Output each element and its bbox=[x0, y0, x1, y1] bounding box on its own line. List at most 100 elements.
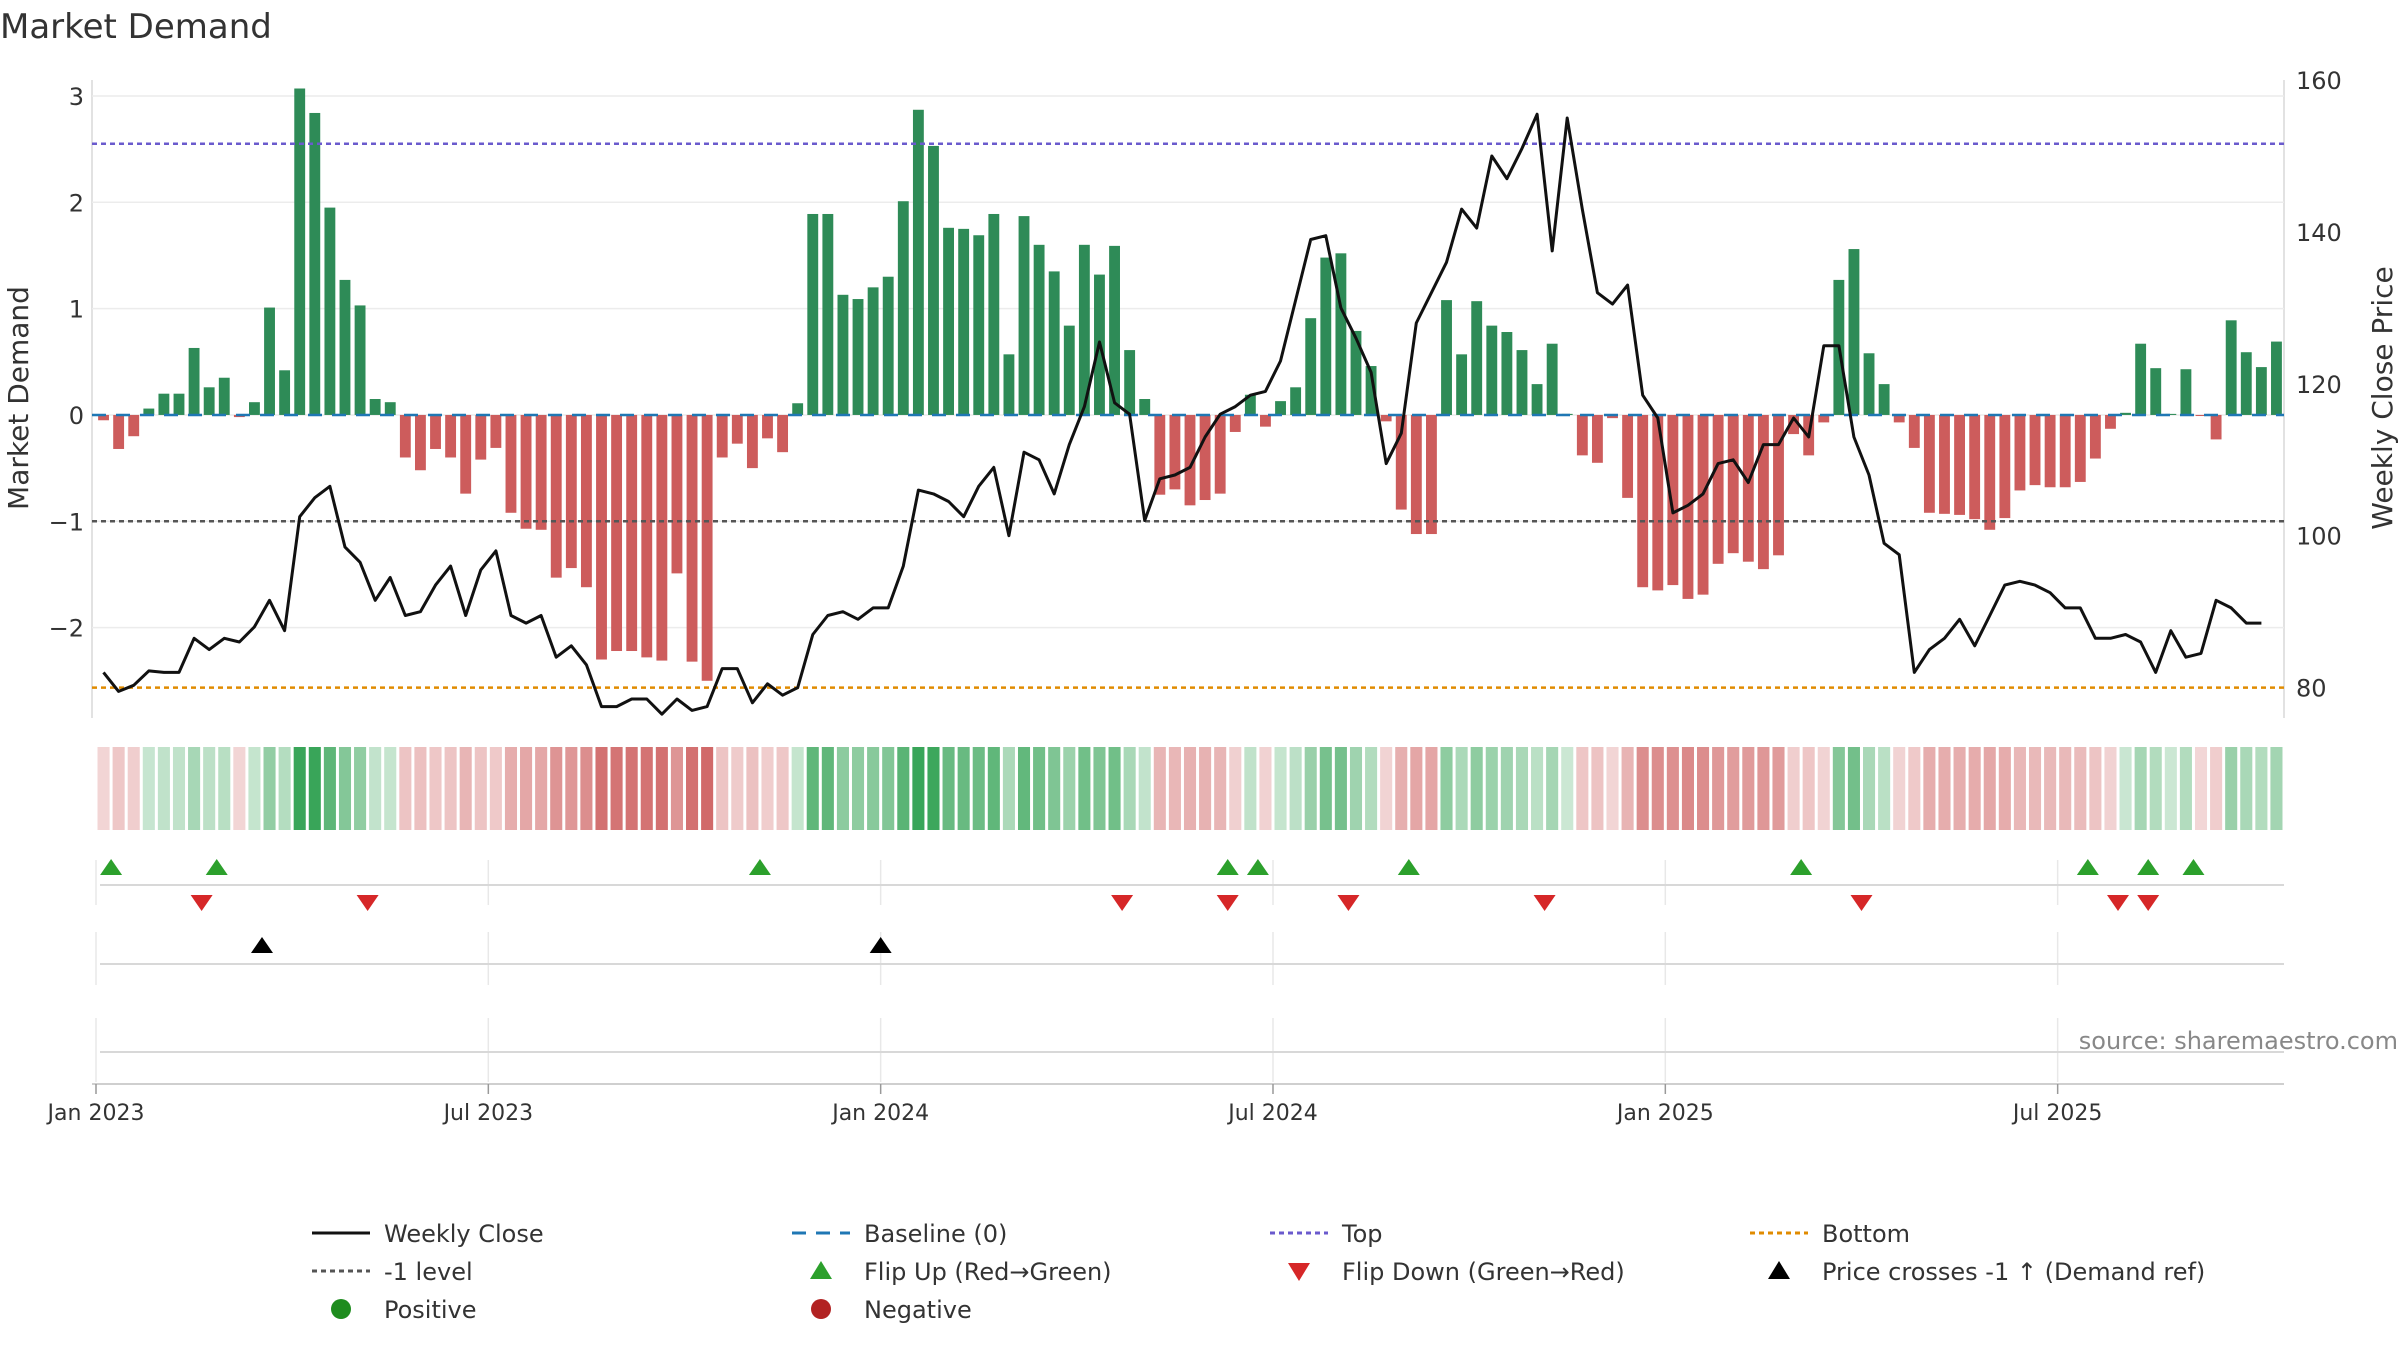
demand-bar bbox=[1214, 414, 1226, 494]
demand-bar bbox=[264, 307, 275, 415]
heat-cell bbox=[897, 747, 910, 830]
heat-cell bbox=[1636, 747, 1649, 830]
heat-cell bbox=[112, 747, 125, 830]
demand-bar bbox=[113, 414, 125, 449]
demand-bar bbox=[2029, 414, 2041, 486]
heat-cell bbox=[1380, 747, 1393, 830]
heat-cell bbox=[1531, 747, 1544, 830]
demand-bar bbox=[1607, 414, 1618, 419]
heat-cell bbox=[1802, 747, 1815, 830]
heat-cell bbox=[746, 747, 759, 830]
demand-bar bbox=[1003, 354, 1015, 415]
demand-bar bbox=[128, 414, 140, 437]
demand-bar bbox=[611, 414, 623, 652]
heat-cell bbox=[248, 747, 261, 830]
heat-cell bbox=[1576, 747, 1589, 830]
demand-bar bbox=[1742, 414, 1754, 562]
demand-bar bbox=[1818, 414, 1830, 423]
y2-tick-label: 140 bbox=[2296, 219, 2342, 247]
demand-bar bbox=[1788, 414, 1800, 435]
heat-cell bbox=[580, 747, 593, 830]
demand-bar bbox=[1033, 244, 1045, 415]
demand-bar bbox=[912, 109, 924, 415]
heat-cell bbox=[2028, 747, 2042, 830]
heat-cell bbox=[203, 747, 216, 830]
demand-bar bbox=[414, 414, 426, 471]
demand-bar bbox=[2255, 367, 2267, 415]
demand-bar bbox=[294, 88, 306, 415]
heat-cell bbox=[489, 747, 502, 830]
demand-bar bbox=[1501, 332, 1513, 415]
heat-cell bbox=[2089, 747, 2102, 830]
demand-bar bbox=[1863, 353, 1875, 415]
price-cross-marker bbox=[869, 937, 892, 953]
heat-cell bbox=[1862, 747, 1876, 830]
demand-bar bbox=[173, 393, 185, 415]
y-tick-label: 3 bbox=[69, 83, 84, 111]
heat-cell bbox=[942, 747, 955, 830]
heat-cell bbox=[1727, 747, 1740, 830]
heat-cell bbox=[474, 747, 487, 830]
heat-cell bbox=[1847, 747, 1860, 830]
heat-cell bbox=[2149, 747, 2162, 830]
legend-positive-swatch bbox=[331, 1299, 351, 1319]
demand-bar bbox=[641, 414, 653, 658]
heat-cell bbox=[1048, 747, 1061, 830]
demand-bar bbox=[852, 299, 864, 415]
demand-bar bbox=[1244, 394, 1256, 415]
demand-bar bbox=[1229, 414, 1241, 432]
demand-bar bbox=[701, 414, 713, 681]
flip-down-marker bbox=[1533, 895, 1556, 911]
demand-bar bbox=[1124, 350, 1136, 415]
heat-cell bbox=[1561, 747, 1574, 830]
y-axis-label: Market Demand bbox=[2, 286, 35, 510]
heat-cell bbox=[1470, 747, 1483, 830]
demand-bar bbox=[2150, 368, 2162, 415]
heat-cell bbox=[686, 747, 699, 830]
y-tick-label: 0 bbox=[69, 402, 84, 430]
heat-cell bbox=[1697, 747, 1710, 830]
heat-cell bbox=[520, 747, 533, 830]
heat-cell bbox=[172, 747, 186, 830]
heat-cell bbox=[1772, 747, 1785, 830]
demand-bar bbox=[928, 145, 939, 415]
heat-cell bbox=[595, 747, 608, 830]
heat-cell bbox=[233, 747, 246, 830]
demand-bar bbox=[1275, 401, 1286, 415]
x-tick-label: Jul 2023 bbox=[442, 1101, 534, 1126]
heat-cell bbox=[806, 747, 819, 830]
heat-cell bbox=[2104, 747, 2117, 830]
demand-bar bbox=[2120, 412, 2131, 415]
heat-cell bbox=[1093, 747, 1106, 830]
legend-negative-swatch bbox=[811, 1299, 831, 1319]
x-tick-label: Jan 2024 bbox=[830, 1101, 929, 1126]
heat-cell bbox=[1395, 747, 1408, 830]
heat-cell bbox=[1998, 747, 2011, 830]
demand-bar bbox=[158, 393, 170, 415]
demand-bar bbox=[1727, 414, 1739, 554]
x-tick-label: Jul 2024 bbox=[1226, 1101, 1318, 1126]
heat-cell bbox=[1908, 747, 1921, 830]
legend-price_cross-swatch bbox=[1768, 1261, 1790, 1279]
demand-bar bbox=[1471, 301, 1483, 415]
heat-cell bbox=[2134, 747, 2147, 830]
demand-bar bbox=[2074, 414, 2086, 482]
x-axis: Jan 2023 Jul 2023 Jan 2024 Jul 2024 Jan 2025… bbox=[46, 1083, 2284, 1126]
heat-cell bbox=[2074, 747, 2087, 830]
demand-bar bbox=[1637, 414, 1649, 588]
heat-cell bbox=[1183, 747, 1197, 830]
heat-cell bbox=[354, 747, 367, 830]
demand-bar bbox=[188, 347, 200, 415]
legend-label: Flip Up (Red→Green) bbox=[864, 1258, 1112, 1286]
demand-bar bbox=[309, 112, 321, 415]
demand-bar bbox=[716, 414, 728, 458]
flip-down-marker bbox=[2107, 895, 2130, 911]
demand-bar bbox=[520, 414, 532, 529]
demand-bar bbox=[249, 402, 260, 415]
demand-bar bbox=[1923, 414, 1935, 513]
heat-cell bbox=[1515, 747, 1529, 830]
heat-cell bbox=[731, 747, 744, 830]
demand-bar bbox=[762, 414, 773, 439]
heat-cell bbox=[1968, 747, 1981, 830]
demand-bar bbox=[1591, 414, 1603, 463]
